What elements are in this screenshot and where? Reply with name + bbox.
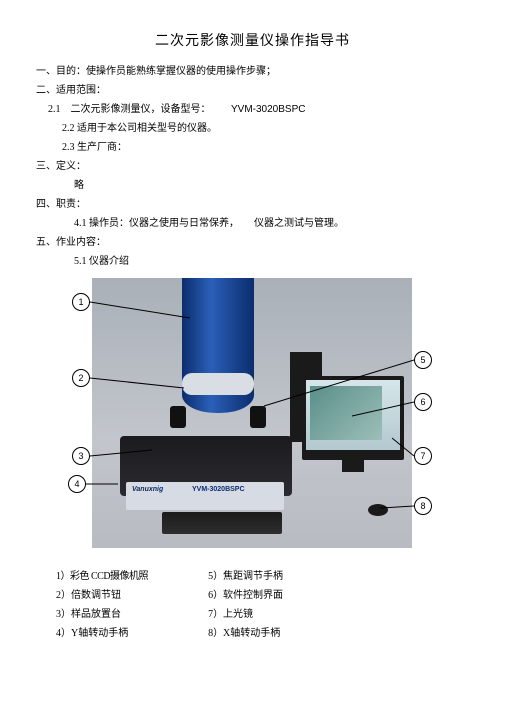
legend: 1）彩色 CCD摄像机照 2）倍数调节钮 3）样品放置台 4）Y轴转动手柄 5）… [36,569,469,645]
equipment-figure: Vanuxnig YVM-3020BSPC 1 2 3 4 5 6 7 8 [72,278,432,553]
sec2-l1b: YVM-3020BSPC [231,104,305,115]
model-text: YVM-3020BSPC [192,486,245,493]
sec5-line1: 5.1 仪器介绍 [36,254,469,270]
brand-text: Vanuxnig [132,486,163,493]
callout-4: 4 [68,475,86,493]
legend-left: 1）彩色 CCD摄像机照 2）倍数调节钮 3）样品放置台 4）Y轴转动手柄 [56,569,148,645]
knob-left [170,406,186,428]
callout-2: 2 [72,369,90,387]
legend-6: 6）软件控制界面 [208,588,283,604]
callout-1: 1 [72,293,90,311]
sec2-line3: 2.3 生产厂商： [36,140,469,156]
photo-bg: Vanuxnig YVM-3020BSPC [92,278,412,548]
legend-8: 8）X轴转动手柄 [208,626,283,642]
keyboard [162,512,282,534]
mouse [368,504,388,516]
sec5-head: 五、作业内容： [36,235,469,251]
sec3-line1: 略 [36,178,469,194]
legend-4: 4）Y轴转动手柄 [56,626,148,642]
sec2-line1: 2.1 二次元影像测量仪，设备型号： YVM-3020BSPC [36,102,469,118]
knob-right [250,406,266,428]
callout-3: 3 [72,447,90,465]
sec2-head: 二、适用范围： [36,83,469,99]
callout-5: 5 [414,351,432,369]
legend-1: 1）彩色 CCD摄像机照 [56,569,148,585]
pillar-label-band [182,373,254,395]
doc-title: 二次元影像测量仪操作指导书 [36,30,469,50]
software-view [310,386,382,440]
legend-3: 3）样品放置台 [56,607,148,623]
sec1-head: 一、目的：使操作员能熟练掌握仪器的使用操作步骤； [36,64,469,80]
sec2-l1a: 2.1 二次元影像测量仪，设备型号： [48,104,211,115]
monitor-stand [342,460,364,472]
sec4-head: 四、职责： [36,197,469,213]
legend-2: 2）倍数调节钮 [56,588,148,604]
callout-7: 7 [414,447,432,465]
callout-6: 6 [414,393,432,411]
legend-5: 5）焦距调节手柄 [208,569,283,585]
sec2-line2: 2.2 适用于本公司相关型号的仪器。 [36,121,469,137]
sec3-head: 三、定义： [36,159,469,175]
legend-right: 5）焦距调节手柄 6）软件控制界面 7）上光镜 8）X轴转动手柄 [208,569,283,645]
legend-7: 7）上光镜 [208,607,283,623]
sec4-line1: 4.1 操作员：仪器之使用与日常保养， 仪器之测试与管理。 [36,216,469,232]
callout-8: 8 [414,497,432,515]
